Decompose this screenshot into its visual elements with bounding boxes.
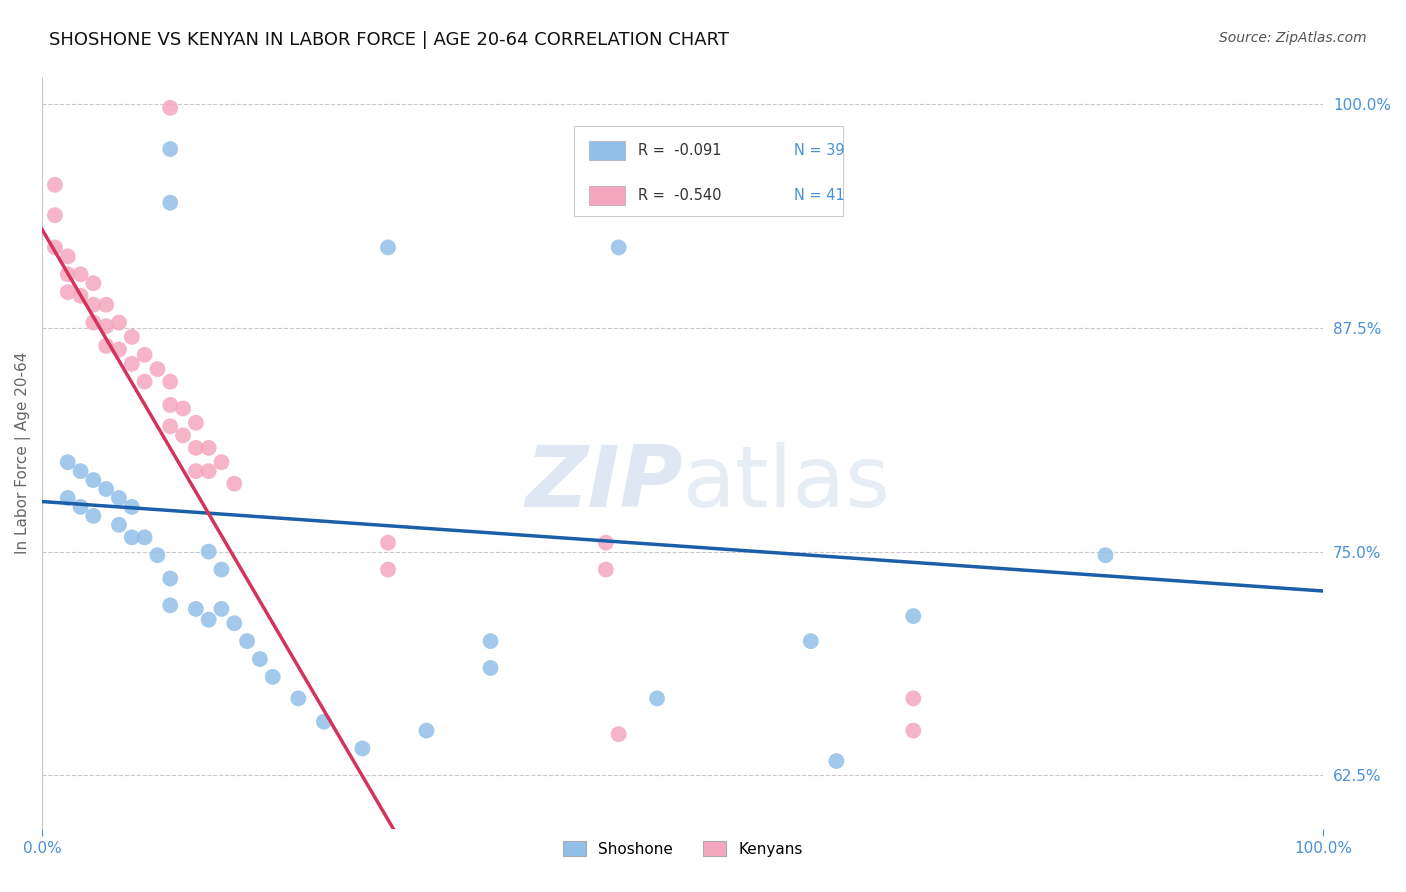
Point xyxy=(82,473,104,487)
Point xyxy=(96,482,118,496)
Point xyxy=(595,535,617,549)
Point xyxy=(121,500,143,514)
Point xyxy=(224,616,246,631)
Point xyxy=(96,319,118,334)
Point xyxy=(146,362,169,376)
Point xyxy=(56,285,79,300)
Point xyxy=(82,277,104,291)
Point xyxy=(159,599,181,613)
Bar xyxy=(589,141,626,161)
Point xyxy=(108,316,131,330)
Point xyxy=(479,661,502,675)
Point xyxy=(96,298,118,312)
Point xyxy=(903,691,925,706)
Point xyxy=(224,476,246,491)
Point xyxy=(44,208,66,222)
Point xyxy=(377,563,399,577)
Point xyxy=(377,535,399,549)
Point xyxy=(415,723,437,738)
Point xyxy=(108,517,131,532)
Point xyxy=(56,455,79,469)
Point xyxy=(262,670,284,684)
Point xyxy=(184,441,207,455)
Point xyxy=(44,178,66,192)
Point xyxy=(249,652,271,666)
Point xyxy=(159,101,181,115)
Point xyxy=(159,398,181,412)
Point xyxy=(825,754,848,768)
Point xyxy=(479,634,502,648)
Bar xyxy=(574,127,842,217)
Point xyxy=(134,348,156,362)
Y-axis label: In Labor Force | Age 20-64: In Labor Force | Age 20-64 xyxy=(15,352,31,555)
Point xyxy=(56,491,79,505)
Point xyxy=(607,727,630,741)
Text: N = 41: N = 41 xyxy=(794,188,845,203)
Point xyxy=(184,416,207,430)
Text: SHOSHONE VS KENYAN IN LABOR FORCE | AGE 20-64 CORRELATION CHART: SHOSHONE VS KENYAN IN LABOR FORCE | AGE … xyxy=(49,31,730,49)
Point xyxy=(159,375,181,389)
Point xyxy=(56,249,79,263)
Point xyxy=(69,267,91,281)
Point xyxy=(172,401,194,416)
Point xyxy=(69,289,91,303)
Point xyxy=(159,572,181,586)
Point xyxy=(159,142,181,156)
Text: atlas: atlas xyxy=(683,442,890,524)
Point xyxy=(134,530,156,544)
Point xyxy=(121,330,143,344)
Point xyxy=(184,602,207,616)
Point xyxy=(903,723,925,738)
Point xyxy=(159,419,181,434)
Legend: Shoshone, Kenyans: Shoshone, Kenyans xyxy=(557,835,808,863)
Point xyxy=(134,375,156,389)
Point xyxy=(69,500,91,514)
Point xyxy=(595,563,617,577)
Point xyxy=(236,634,259,648)
Point xyxy=(121,530,143,544)
Point xyxy=(1094,548,1116,562)
Point xyxy=(197,464,219,478)
Point xyxy=(108,343,131,357)
Point xyxy=(287,691,309,706)
Point xyxy=(312,714,335,729)
Point xyxy=(82,316,104,330)
Point xyxy=(56,267,79,281)
Point xyxy=(159,195,181,210)
Point xyxy=(197,613,219,627)
Text: N = 39: N = 39 xyxy=(794,144,845,158)
Point xyxy=(197,544,219,558)
Point xyxy=(211,455,233,469)
Point xyxy=(800,634,823,648)
Point xyxy=(645,691,668,706)
Point xyxy=(197,441,219,455)
Point xyxy=(146,548,169,562)
Point xyxy=(172,428,194,442)
Point xyxy=(96,339,118,353)
Text: R =  -0.540: R = -0.540 xyxy=(638,188,721,203)
Point xyxy=(903,609,925,624)
Point xyxy=(607,240,630,254)
Text: Source: ZipAtlas.com: Source: ZipAtlas.com xyxy=(1219,31,1367,45)
Bar xyxy=(589,186,626,205)
Text: R =  -0.091: R = -0.091 xyxy=(638,144,721,158)
Point xyxy=(108,491,131,505)
Point xyxy=(69,464,91,478)
Point xyxy=(44,240,66,254)
Point xyxy=(121,357,143,371)
Point xyxy=(211,563,233,577)
Point xyxy=(82,508,104,523)
Point xyxy=(377,240,399,254)
Point xyxy=(184,464,207,478)
Point xyxy=(352,741,374,756)
Point xyxy=(211,602,233,616)
Point xyxy=(82,298,104,312)
Text: ZIP: ZIP xyxy=(524,442,683,524)
